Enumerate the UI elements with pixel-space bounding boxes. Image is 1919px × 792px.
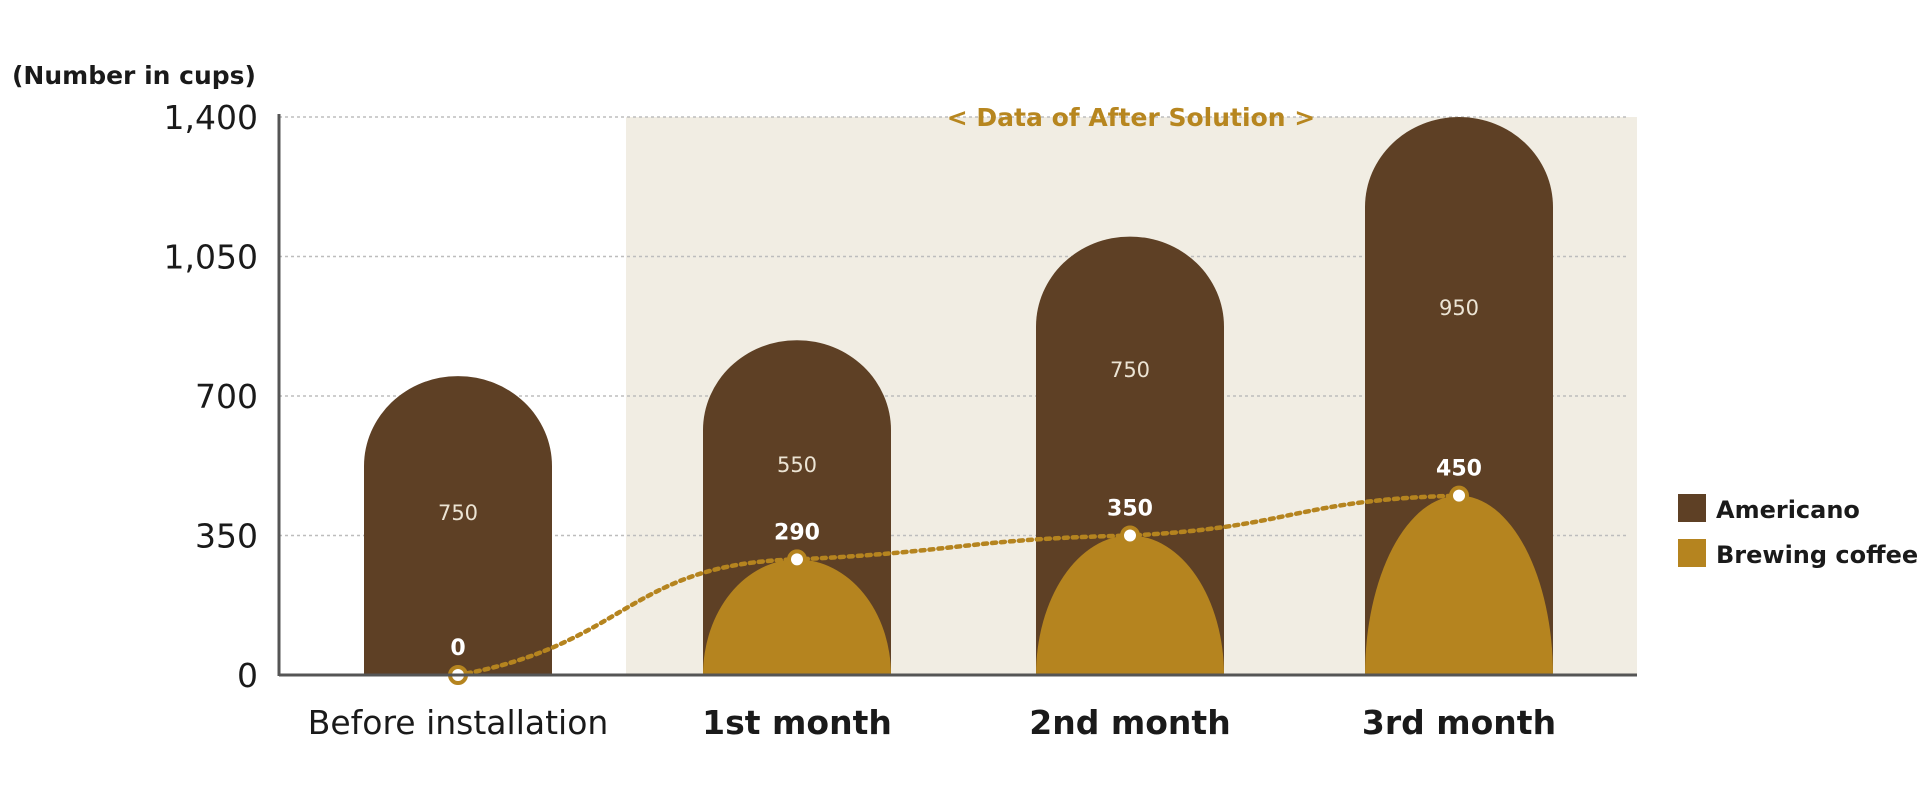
x-category-label: 1st month: [702, 703, 892, 742]
value-label-americano: 950: [1439, 296, 1479, 320]
trend-line: [455, 493, 1462, 678]
legend-label-americano: Americano: [1716, 496, 1860, 524]
axes: 0 350 700 1,050 1,400: [164, 98, 1637, 695]
trend-point: [1449, 485, 1469, 506]
bar-brewing-coffee: [1365, 495, 1553, 675]
y-unit-label: (Number in cups): [12, 61, 256, 90]
bars: [363, 117, 1553, 675]
x-category-label: 2nd month: [1029, 703, 1230, 742]
y-tick-label: 1,050: [164, 238, 258, 277]
legend-swatch-brewing-coffee: [1678, 539, 1706, 567]
value-label-brewing-coffee: 450: [1436, 457, 1482, 482]
value-label-brewing-coffee: 350: [1107, 497, 1153, 522]
x-category-label: 3rd month: [1362, 703, 1556, 742]
value-label-americano: 550: [777, 453, 817, 477]
trend-point: [787, 549, 807, 570]
bar-americano: [363, 376, 552, 675]
value-label-brewing-coffee: 290: [774, 520, 820, 545]
legend: Americano Brewing coffee: [1678, 494, 1918, 569]
bar-brewing-coffee: [1036, 535, 1224, 675]
band-title: < Data of After Solution >: [947, 103, 1315, 132]
trend-point: [1120, 525, 1140, 546]
y-tick-label: 1,400: [164, 98, 258, 137]
legend-label-brewing-coffee: Brewing coffee: [1716, 541, 1918, 569]
y-tick-label: 0: [237, 656, 258, 695]
y-tick-label: 350: [195, 517, 258, 556]
bar-brewing-coffee: [703, 559, 891, 675]
labels: 750 0 550 290 750 350 950 450 Before installatio…: [308, 296, 1556, 742]
legend-swatch-americano: [1678, 494, 1706, 522]
y-tick-label: 700: [195, 377, 258, 416]
value-label-brewing-coffee: 0: [450, 636, 465, 661]
value-label-americano: 750: [438, 501, 478, 525]
value-label-americano: 750: [1110, 358, 1150, 382]
x-category-label: Before installation: [308, 703, 609, 742]
